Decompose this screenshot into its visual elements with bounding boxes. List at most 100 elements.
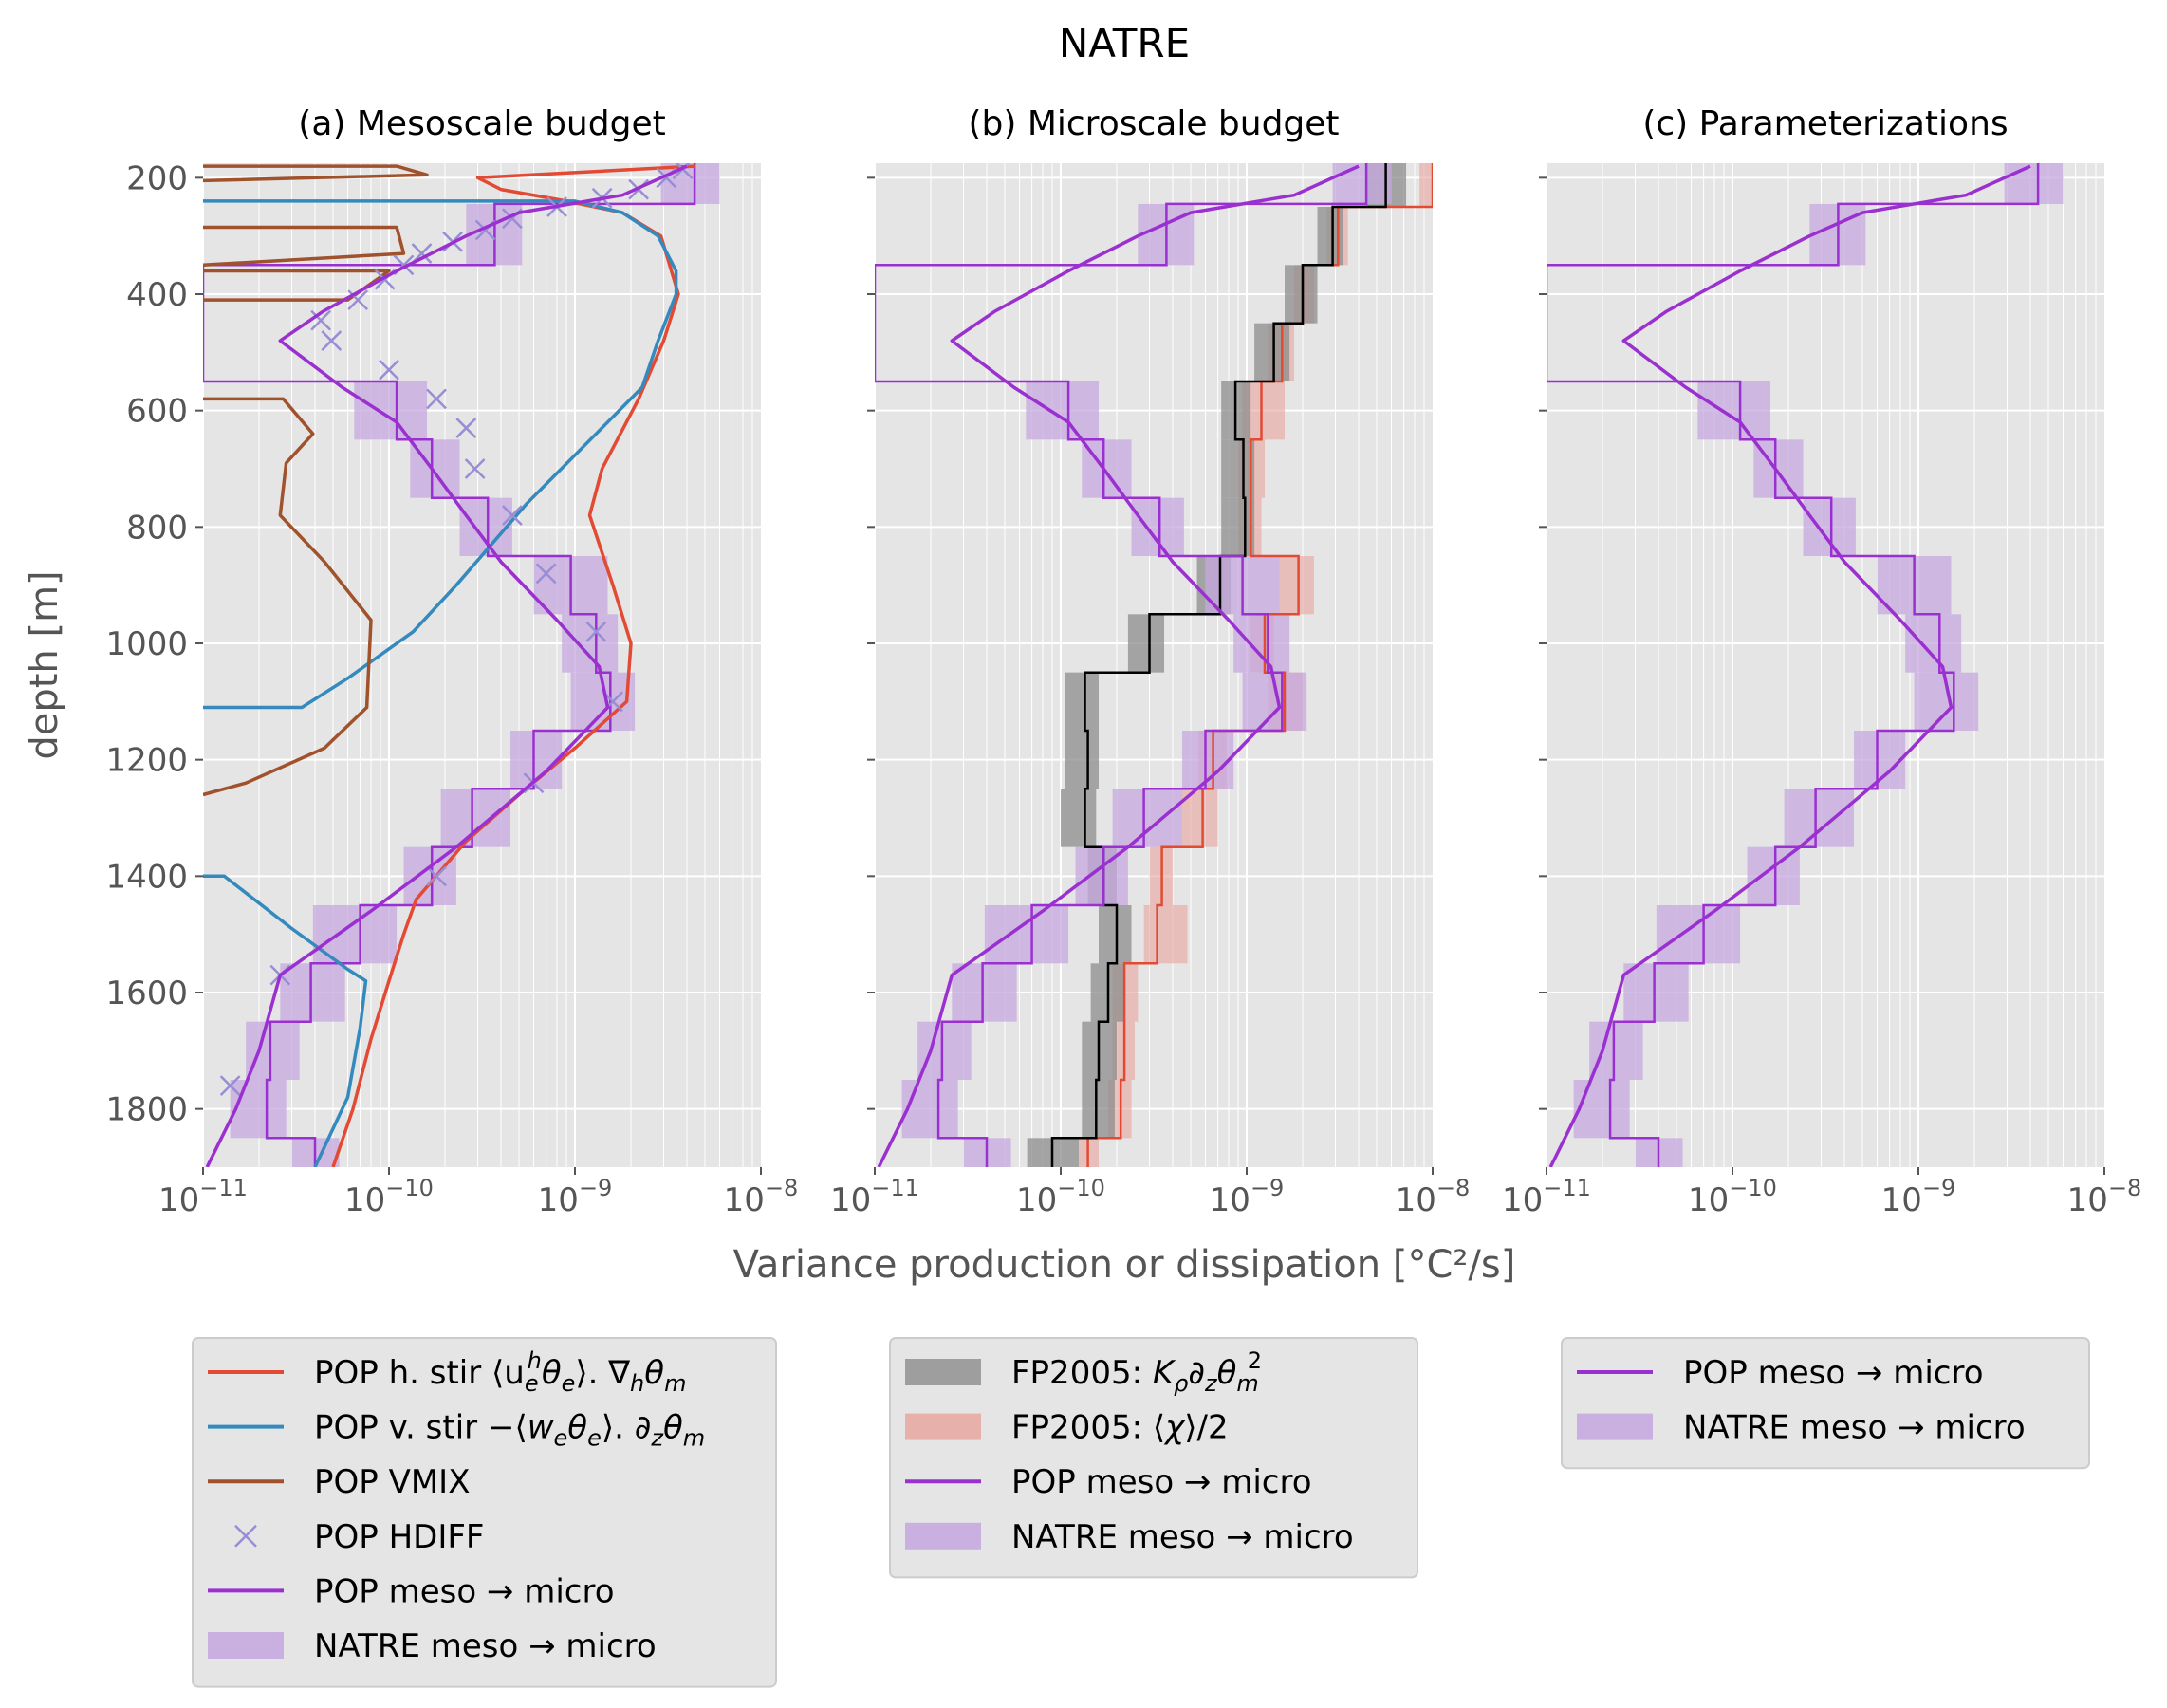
natre-band bbox=[354, 381, 428, 440]
natre-band bbox=[1332, 163, 1392, 204]
legend-item: POP meso → micro bbox=[208, 1572, 615, 1610]
panel-title: (c) Parameterizations bbox=[1642, 104, 2008, 143]
legend-label: FP2005: Kρ∂zθm2 bbox=[1011, 1347, 1262, 1397]
legend-box bbox=[192, 1337, 777, 1688]
natre-band bbox=[1747, 846, 1800, 905]
legend-label: NATRE meso → micro bbox=[1011, 1518, 1354, 1556]
legend-item: POP VMIX bbox=[208, 1463, 471, 1501]
y-tick-label: 1200 bbox=[105, 742, 188, 780]
natre-band bbox=[1784, 789, 1855, 847]
hdiff-marker bbox=[464, 458, 486, 479]
legend-label: POP meso → micro bbox=[314, 1572, 615, 1610]
legend-box bbox=[1561, 1337, 2090, 1470]
x-axis-label: Variance production or dissipation [°C²/… bbox=[733, 1243, 1516, 1287]
fp-chi-band bbox=[1279, 556, 1314, 615]
natre-band bbox=[1623, 963, 1689, 1022]
natre-band bbox=[1112, 789, 1183, 847]
legend-label: NATRE meso → micro bbox=[1683, 1409, 2026, 1447]
panel-c: (c) Parameterizations 10−11 10−10 10−9 10−8 bbox=[1502, 104, 2141, 1219]
fp-kappa-band bbox=[1065, 731, 1100, 789]
x-tick-label: 10−8 bbox=[2067, 1175, 2142, 1219]
legend-label: POP meso → micro bbox=[1011, 1463, 1312, 1501]
fp-kappa-band bbox=[1285, 265, 1318, 324]
legend-item: POP meso → micro bbox=[1577, 1354, 1984, 1392]
hdiff-marker bbox=[219, 1075, 241, 1097]
legend-item: FP2005: Kρ∂zθm2 bbox=[905, 1347, 1262, 1397]
natre-band bbox=[917, 1021, 972, 1080]
y-tick-label: 200 bbox=[126, 159, 188, 197]
x-tick-label: 10−9 bbox=[538, 1175, 613, 1219]
y-tick-label: 1800 bbox=[105, 1091, 188, 1129]
data-layer bbox=[1547, 163, 2064, 1167]
fp-kappa-band bbox=[1317, 207, 1343, 266]
fp-chi-band bbox=[1143, 905, 1188, 964]
natre-band bbox=[660, 163, 720, 204]
x-tick-label: 10−9 bbox=[1881, 1175, 1956, 1219]
legend-item: NATRE meso → micro bbox=[208, 1627, 657, 1665]
hdiff-marker bbox=[535, 563, 557, 585]
legend-item: POP HDIFF bbox=[234, 1518, 484, 1556]
x-tick-label: 10−10 bbox=[1016, 1175, 1105, 1219]
fp-kappa-band bbox=[1127, 614, 1165, 673]
grid bbox=[202, 163, 761, 1167]
hdiff-marker bbox=[585, 621, 607, 642]
natre-step bbox=[1547, 163, 2040, 1167]
natre-band bbox=[403, 846, 456, 905]
legend-item: POP h. stir ⟨uehθe⟩. ∇hθm bbox=[208, 1347, 686, 1397]
legend: POP h. stir ⟨uehθe⟩. ∇hθm POP v. stir −⟨w… bbox=[192, 1337, 777, 1688]
natre-band bbox=[1233, 614, 1290, 673]
y-tick-label: 1600 bbox=[105, 975, 188, 1012]
pop-meso-micro-line bbox=[205, 164, 688, 1167]
natre-band bbox=[1573, 1080, 1630, 1139]
natre-band bbox=[2004, 163, 2064, 204]
fp-kappa-band bbox=[1221, 497, 1255, 556]
natre-band bbox=[1656, 905, 1741, 964]
y-axis-label: depth [m] bbox=[23, 570, 66, 759]
fp-kappa-band bbox=[1254, 323, 1290, 381]
panel-a: (a) Mesoscale budget 10−11 10−10 10−9 10−8 20… bbox=[105, 104, 798, 1219]
fp-kappa-step bbox=[1050, 163, 1387, 1167]
natre-band bbox=[952, 963, 1017, 1022]
natre-step bbox=[875, 163, 1368, 1167]
legend-label: POP HDIFF bbox=[314, 1518, 484, 1556]
legend-label: POP h. stir ⟨uehθe⟩. ∇hθm bbox=[314, 1347, 686, 1397]
legend-item: POP meso → micro bbox=[905, 1463, 1312, 1501]
legend-item: NATRE meso → micro bbox=[905, 1518, 1354, 1556]
data-layer bbox=[203, 163, 720, 1167]
legend-item: FP2005: ⟨χ⟩/2 bbox=[905, 1409, 1229, 1447]
legend: FP2005: Kρ∂zθm2 FP2005: ⟨χ⟩/2 POP meso → m… bbox=[889, 1337, 1418, 1579]
natre-band bbox=[1075, 846, 1128, 905]
legend-patch-handle bbox=[208, 1632, 284, 1659]
y-tick-label: 600 bbox=[126, 393, 188, 431]
natre-band bbox=[440, 789, 511, 847]
legend-label: POP meso → micro bbox=[1683, 1354, 1984, 1392]
hdiff-marker bbox=[426, 388, 447, 410]
legend-label: FP2005: ⟨χ⟩/2 bbox=[1011, 1409, 1229, 1447]
x-tick-label: 10−9 bbox=[1210, 1175, 1285, 1219]
x-tick-label: 10−8 bbox=[724, 1175, 799, 1219]
legend-patch-handle bbox=[1577, 1413, 1653, 1440]
hdiff-marker bbox=[426, 865, 447, 887]
natre-band bbox=[1803, 497, 1856, 556]
legend-label: NATRE meso → micro bbox=[314, 1627, 657, 1665]
pop-meso-micro-line bbox=[1548, 164, 2031, 1167]
figure-title: NATRE bbox=[1059, 20, 1190, 66]
legend-marker-handle bbox=[234, 1524, 257, 1548]
legend-patch-handle bbox=[905, 1522, 981, 1550]
hdiff-marker bbox=[310, 309, 332, 331]
legend-item: NATRE meso → micro bbox=[1577, 1409, 2026, 1447]
panel-title: (a) Mesoscale budget bbox=[298, 104, 665, 143]
legend-label: POP v. stir −⟨weθe⟩. ∂zθm bbox=[314, 1409, 705, 1452]
fp-kappa-band bbox=[1099, 905, 1132, 964]
x-tick-label: 10−10 bbox=[1688, 1175, 1777, 1219]
hdiff-marker bbox=[321, 330, 343, 351]
y-tick-label: 1400 bbox=[105, 858, 188, 896]
data-layer bbox=[875, 163, 1433, 1167]
natre-band bbox=[901, 1080, 958, 1139]
natre-band bbox=[1589, 1021, 1643, 1080]
fp-kappa-band bbox=[1061, 789, 1097, 847]
legend-item: POP v. stir −⟨weθe⟩. ∂zθm bbox=[208, 1409, 705, 1452]
natre-band bbox=[280, 963, 345, 1022]
x-tick-label: 10−8 bbox=[1396, 1175, 1471, 1219]
